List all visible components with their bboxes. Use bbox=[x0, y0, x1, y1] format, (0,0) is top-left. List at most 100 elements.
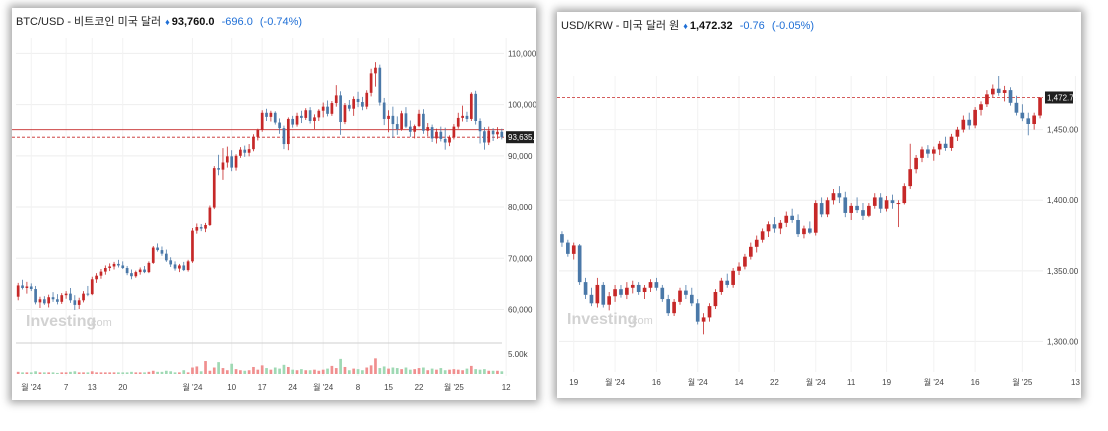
volume-bar bbox=[487, 370, 491, 374]
volume-bar bbox=[483, 369, 486, 374]
candle-body bbox=[566, 242, 570, 254]
krw-price: 1,472.32 bbox=[689, 20, 733, 32]
candle-body bbox=[973, 109, 977, 126]
volume-bar bbox=[317, 370, 321, 374]
volume-bar bbox=[164, 370, 168, 374]
candle-body bbox=[689, 294, 694, 304]
candle-body bbox=[684, 290, 688, 295]
volume-bar bbox=[300, 369, 303, 374]
candle-body bbox=[654, 282, 659, 288]
volume-bar bbox=[435, 369, 438, 374]
x-tick-label: 11 bbox=[847, 378, 856, 387]
candle-body bbox=[47, 297, 51, 304]
volume-bar bbox=[25, 372, 29, 374]
candle-body bbox=[678, 290, 682, 302]
volume-bar bbox=[347, 370, 351, 374]
volume-bar bbox=[178, 372, 181, 374]
candle-body bbox=[182, 265, 186, 271]
candle-body bbox=[225, 156, 229, 163]
volume-bar bbox=[330, 365, 334, 374]
candle-body bbox=[725, 280, 730, 285]
current-price-tag bbox=[506, 131, 534, 144]
candle-body bbox=[760, 231, 765, 240]
watermark-brand: Investing bbox=[567, 311, 637, 328]
watermark-brand: Investing bbox=[26, 313, 96, 330]
candle-body bbox=[60, 295, 64, 302]
candle-body bbox=[648, 282, 653, 288]
candle-body bbox=[878, 197, 883, 209]
volume-bar bbox=[269, 369, 273, 374]
candle-body bbox=[896, 203, 901, 205]
candle-body bbox=[743, 256, 747, 267]
volume-bar bbox=[461, 370, 464, 374]
volume-bar bbox=[365, 367, 369, 374]
krw-chart-svg[interactable]: Investing.com 1,450.00 1,400.00 1,350.00 1,3… bbox=[557, 12, 1081, 398]
candle-body bbox=[778, 222, 783, 229]
candle-body bbox=[772, 224, 777, 229]
volume-bar bbox=[234, 369, 238, 374]
volume-bar bbox=[352, 368, 356, 374]
volume-bar bbox=[326, 368, 329, 374]
candle-body bbox=[395, 124, 399, 130]
volume-bar bbox=[308, 370, 312, 374]
volume-bar bbox=[443, 370, 447, 374]
btc-chart-svg[interactable]: Investing.com 5.00k 110,000 100,000 90,000 80… bbox=[12, 8, 536, 400]
candle-body bbox=[221, 162, 225, 170]
candle-body bbox=[130, 273, 133, 277]
volume-bar bbox=[151, 370, 155, 374]
candle-body bbox=[884, 200, 889, 209]
volume-bar bbox=[286, 366, 290, 374]
volume-axis-label: 5.00k bbox=[508, 350, 529, 359]
candle-body bbox=[291, 118, 295, 125]
volume-bar bbox=[47, 372, 51, 374]
candle-body bbox=[890, 200, 895, 204]
candle-body bbox=[204, 224, 207, 229]
down-arrow-icon: ♦ bbox=[683, 21, 688, 31]
volume-bar bbox=[121, 372, 125, 374]
candle-body bbox=[278, 122, 281, 129]
x-tick-label: 월 '24 bbox=[924, 377, 945, 387]
candle-body bbox=[252, 136, 255, 150]
volume-bar bbox=[82, 372, 85, 374]
candle-body bbox=[73, 300, 77, 305]
candle-body bbox=[143, 269, 146, 273]
volume-bar bbox=[138, 372, 142, 374]
volume-bar bbox=[478, 369, 482, 374]
volume-bar bbox=[374, 358, 377, 374]
x-tick-label: 10 bbox=[227, 383, 236, 392]
volume-bar bbox=[221, 368, 225, 374]
candle-body bbox=[334, 95, 338, 104]
y-tick-label: 1,450.00 bbox=[1047, 126, 1079, 135]
candle-body bbox=[387, 115, 390, 119]
candle-body bbox=[1038, 97, 1042, 116]
candle-body bbox=[365, 92, 369, 107]
volume-bar bbox=[452, 369, 456, 374]
candle-body bbox=[701, 317, 706, 322]
x-tick-label: 월 '25 bbox=[1012, 377, 1033, 387]
x-tick-label: 19 bbox=[569, 378, 578, 387]
candle-body bbox=[361, 102, 364, 107]
candle-body bbox=[147, 262, 151, 273]
candle-body bbox=[496, 131, 499, 135]
candle-body bbox=[500, 131, 504, 138]
volume-bar bbox=[304, 370, 308, 374]
volume-bar bbox=[356, 369, 360, 374]
volume-bar bbox=[156, 371, 159, 374]
candle-body bbox=[825, 200, 830, 215]
candle-body bbox=[16, 285, 20, 297]
candle-body bbox=[837, 193, 842, 198]
volume-bar bbox=[391, 367, 395, 374]
krw-header: USD/KRW - 미국 달러 원 ♦ 1,472.32 -0.76 (-0.05%… bbox=[561, 17, 814, 33]
candle-body bbox=[352, 98, 356, 109]
volume-bar bbox=[103, 372, 107, 374]
candle-body bbox=[378, 67, 382, 103]
candle-body bbox=[784, 215, 789, 223]
volume-bar bbox=[439, 368, 443, 374]
candle-body bbox=[169, 260, 173, 265]
y-tick-label: 110,000 bbox=[508, 49, 536, 58]
candle-body bbox=[77, 300, 81, 305]
volume-bar bbox=[204, 361, 207, 374]
volume-bar bbox=[117, 372, 120, 374]
candle-body bbox=[766, 224, 771, 232]
candle-body bbox=[156, 247, 159, 251]
